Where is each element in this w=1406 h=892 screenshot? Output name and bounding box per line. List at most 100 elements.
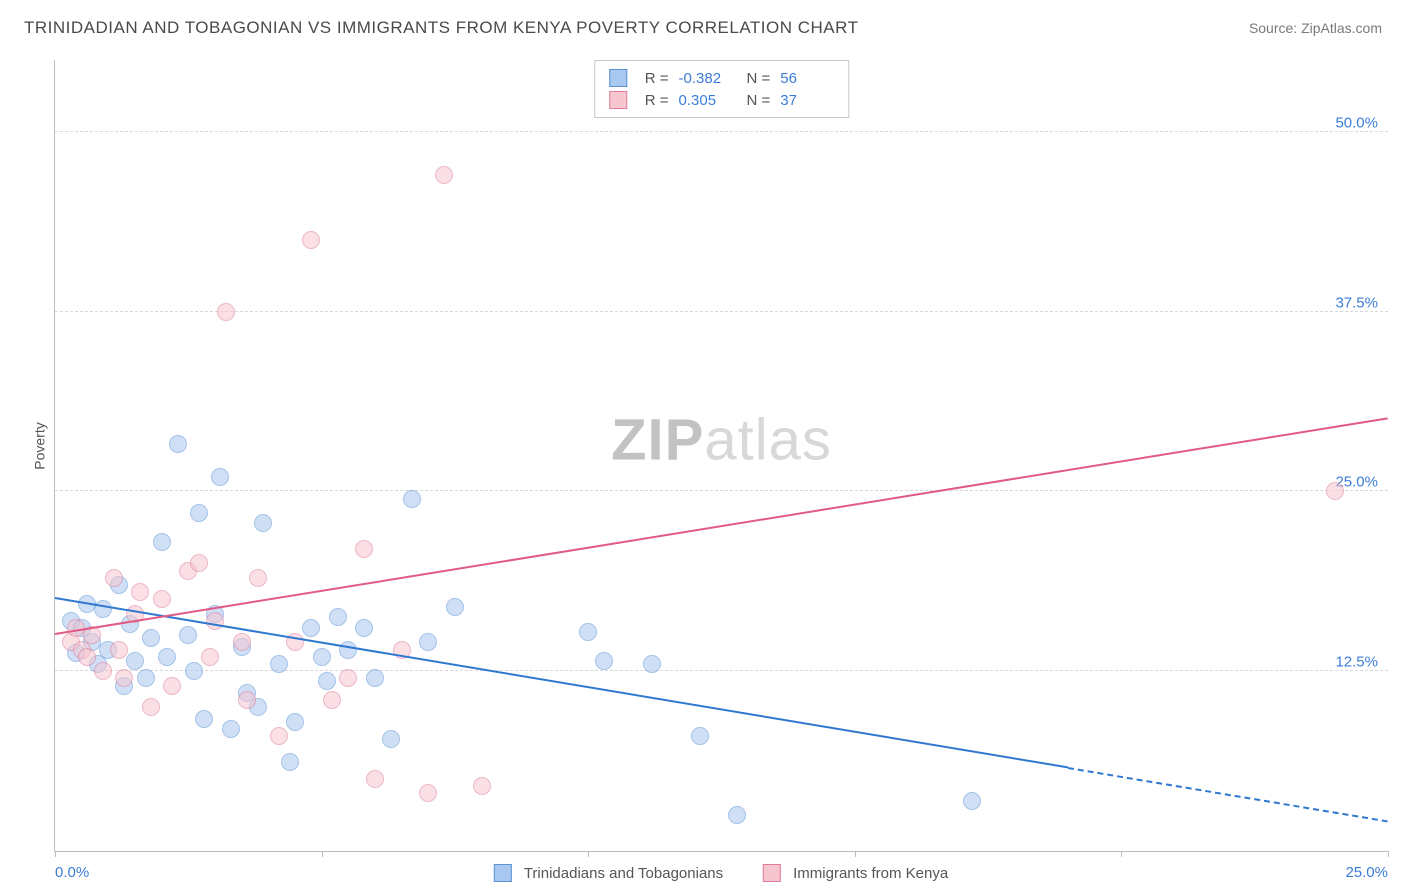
scatter-point-pink <box>110 641 128 659</box>
r-label-0: R = <box>645 70 669 87</box>
scatter-point-pink <box>473 777 491 795</box>
scatter-point-pink <box>217 303 235 321</box>
scatter-point-pink <box>355 540 373 558</box>
y-tick-label: 37.5% <box>1335 294 1378 311</box>
scatter-point-pink <box>153 590 171 608</box>
scatter-point-pink <box>302 231 320 249</box>
scatter-point-blue <box>142 629 160 647</box>
scatter-point-pink <box>323 691 341 709</box>
scatter-point-pink <box>94 662 112 680</box>
scatter-point-blue <box>126 652 144 670</box>
stats-row-0: R = -0.382 N = 56 <box>609 67 835 89</box>
scatter-point-blue <box>595 652 613 670</box>
r-label-1: R = <box>645 92 669 109</box>
scatter-point-blue <box>419 633 437 651</box>
scatter-point-blue <box>403 490 421 508</box>
source-attribution: Source: ZipAtlas.com <box>1249 20 1382 36</box>
scatter-point-blue <box>270 655 288 673</box>
scatter-point-pink <box>238 691 256 709</box>
x-tick-label-min: 0.0% <box>55 864 89 881</box>
x-tick <box>55 851 56 857</box>
n-value-1: 37 <box>780 92 834 109</box>
correlation-stats-box: R = -0.382 N = 56 R = 0.305 N = 37 <box>594 60 850 118</box>
scatter-point-pink <box>78 648 96 666</box>
chart-container: ZIPatlas R = -0.382 N = 56 R = 0.305 N =… <box>54 60 1388 852</box>
y-axis-label: Poverty <box>32 422 48 469</box>
stats-row-1: R = 0.305 N = 37 <box>609 89 835 111</box>
scatter-point-pink <box>419 784 437 802</box>
x-tick <box>855 851 856 857</box>
trendline-blue <box>55 597 1068 768</box>
scatter-point-pink <box>190 554 208 572</box>
legend-label-0: Trinidadians and Tobagonians <box>524 865 723 882</box>
scatter-point-blue <box>158 648 176 666</box>
scatter-point-pink <box>435 166 453 184</box>
scatter-point-pink <box>366 770 384 788</box>
scatter-point-pink <box>1326 482 1344 500</box>
scatter-point-blue <box>366 669 384 687</box>
x-tick <box>1388 851 1389 857</box>
scatter-point-blue <box>691 727 709 745</box>
scatter-point-blue <box>222 720 240 738</box>
scatter-point-blue <box>382 730 400 748</box>
scatter-point-pink <box>206 612 224 630</box>
source-name: ZipAtlas.com <box>1301 20 1382 36</box>
scatter-point-blue <box>169 435 187 453</box>
scatter-point-blue <box>446 598 464 616</box>
r-value-1: 0.305 <box>679 92 733 109</box>
scatter-point-pink <box>105 569 123 587</box>
x-tick <box>1121 851 1122 857</box>
scatter-point-pink <box>131 583 149 601</box>
legend: Trinidadians and Tobagonians Immigrants … <box>494 864 948 882</box>
legend-swatch-1 <box>763 864 781 882</box>
source-label: Source: <box>1249 20 1301 36</box>
scatter-point-blue <box>211 468 229 486</box>
trendline-blue <box>1068 767 1388 822</box>
y-tick-label: 12.5% <box>1335 654 1378 671</box>
legend-item-1: Immigrants from Kenya <box>763 864 948 882</box>
scatter-point-blue <box>190 504 208 522</box>
scatter-point-blue <box>195 710 213 728</box>
scatter-point-blue <box>153 533 171 551</box>
legend-item-0: Trinidadians and Tobagonians <box>494 864 723 882</box>
n-label-0: N = <box>747 70 771 87</box>
legend-swatch-0 <box>494 864 512 882</box>
scatter-point-pink <box>249 569 267 587</box>
scatter-point-blue <box>339 641 357 659</box>
gridline-h <box>55 670 1388 671</box>
watermark-bold: ZIP <box>611 407 704 472</box>
scatter-point-pink <box>115 669 133 687</box>
scatter-point-blue <box>318 672 336 690</box>
x-tick <box>322 851 323 857</box>
scatter-point-blue <box>137 669 155 687</box>
gridline-h <box>55 131 1388 132</box>
x-tick <box>588 851 589 857</box>
scatter-point-blue <box>643 655 661 673</box>
scatter-point-blue <box>302 619 320 637</box>
plot-area: ZIPatlas R = -0.382 N = 56 R = 0.305 N =… <box>54 60 1388 852</box>
scatter-point-blue <box>329 608 347 626</box>
scatter-point-blue <box>185 662 203 680</box>
scatter-point-pink <box>270 727 288 745</box>
r-value-0: -0.382 <box>679 70 733 87</box>
scatter-point-pink <box>339 669 357 687</box>
scatter-point-pink <box>163 677 181 695</box>
scatter-point-pink <box>142 698 160 716</box>
chart-title: TRINIDADIAN AND TOBAGONIAN VS IMMIGRANTS… <box>24 18 858 38</box>
y-tick-label: 50.0% <box>1335 114 1378 131</box>
chart-header: TRINIDADIAN AND TOBAGONIAN VS IMMIGRANTS… <box>0 0 1406 46</box>
scatter-point-blue <box>313 648 331 666</box>
stats-swatch-1 <box>609 91 627 109</box>
scatter-point-blue <box>281 753 299 771</box>
n-label-1: N = <box>747 92 771 109</box>
scatter-point-blue <box>963 792 981 810</box>
scatter-point-pink <box>201 648 219 666</box>
scatter-point-blue <box>355 619 373 637</box>
legend-label-1: Immigrants from Kenya <box>793 865 948 882</box>
watermark-light: atlas <box>704 407 832 472</box>
scatter-point-blue <box>728 806 746 824</box>
x-tick-label-max: 25.0% <box>1345 864 1388 881</box>
scatter-point-pink <box>233 633 251 651</box>
scatter-point-blue <box>179 626 197 644</box>
scatter-point-blue <box>579 623 597 641</box>
